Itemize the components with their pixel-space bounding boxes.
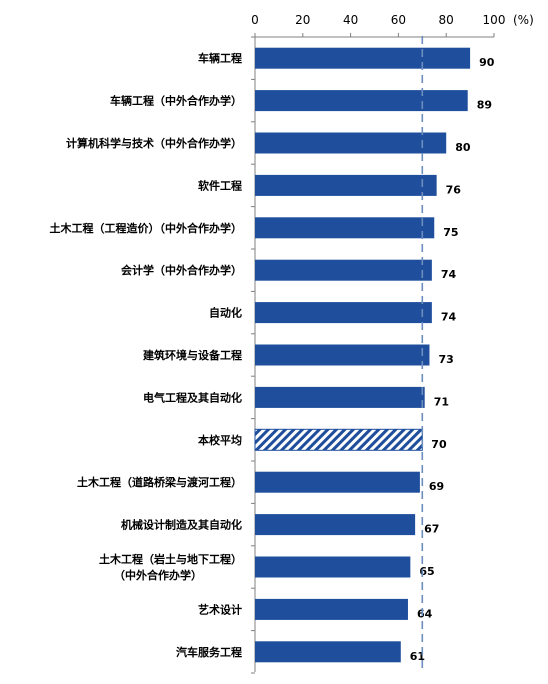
- value-label: 67: [424, 523, 439, 536]
- category-label: 建筑环境与设备工程: [143, 348, 242, 362]
- value-label: 90: [479, 56, 495, 69]
- bar: [255, 598, 408, 620]
- value-label: 80: [455, 141, 471, 154]
- bar: [255, 386, 425, 408]
- category-label: 车辆工程: [198, 51, 242, 65]
- value-label: 73: [438, 353, 453, 366]
- category-label: 本校平均: [198, 433, 242, 447]
- value-label: 71: [434, 395, 449, 408]
- value-label: 64: [417, 607, 433, 620]
- bar: [255, 259, 432, 281]
- value-label: 89: [477, 99, 492, 112]
- category-label: 土木工程（岩土与地下工程）（中外合作办学）: [99, 552, 242, 582]
- value-label: 65: [419, 565, 434, 578]
- value-label: 74: [441, 311, 457, 324]
- bar: [255, 556, 411, 578]
- bar-average: [254, 428, 423, 451]
- x-tick-label: 80: [439, 13, 454, 27]
- bar-layer: [254, 47, 471, 663]
- bar: [255, 344, 430, 366]
- bar: [255, 641, 401, 663]
- unit-label: (%): [513, 13, 534, 27]
- category-label: 计算机科学与技术（中外合作办学）: [66, 136, 242, 150]
- category-label: 车辆工程（中外合作办学）: [110, 94, 242, 108]
- x-tick-label: 20: [295, 13, 310, 27]
- bar: [255, 302, 432, 324]
- value-label: 75: [443, 226, 458, 239]
- category-label: 土木工程（道路桥梁与渡河工程）: [77, 475, 242, 489]
- value-label: 61: [410, 650, 425, 663]
- value-label: 69: [429, 480, 444, 493]
- label-layer: 90 车辆工程 89 车辆工程（中外合作办学） 80 计算机科学与技术（中外合作办学） 76…: [50, 36, 495, 672]
- category-label: 电气工程及其自动化: [143, 390, 242, 404]
- value-label: 76: [446, 183, 462, 196]
- bar: [255, 174, 437, 196]
- value-label: 74: [441, 268, 457, 281]
- x-tick-label: 100: [483, 13, 506, 27]
- category-label: 土木工程（工程造价）（中外合作办学）: [50, 221, 243, 235]
- bar: [255, 514, 416, 536]
- category-label: 软件工程: [198, 178, 242, 192]
- x-tick-label: 40: [343, 13, 358, 27]
- category-label: 机械设计制造及其自动化: [121, 518, 242, 532]
- x-tick-label: 0: [251, 13, 259, 27]
- bar: [255, 47, 471, 69]
- category-label: 艺术设计: [198, 602, 242, 616]
- bar: [255, 217, 435, 239]
- x-tick-label: 60: [391, 13, 406, 27]
- bar: [255, 132, 447, 154]
- bar: [255, 471, 420, 493]
- category-label: 自动化: [209, 306, 242, 320]
- category-label: 汽车服务工程: [176, 645, 242, 659]
- bar: [255, 90, 468, 112]
- category-label: 会计学（中外合作办学）: [121, 263, 242, 277]
- value-label: 70: [431, 438, 447, 451]
